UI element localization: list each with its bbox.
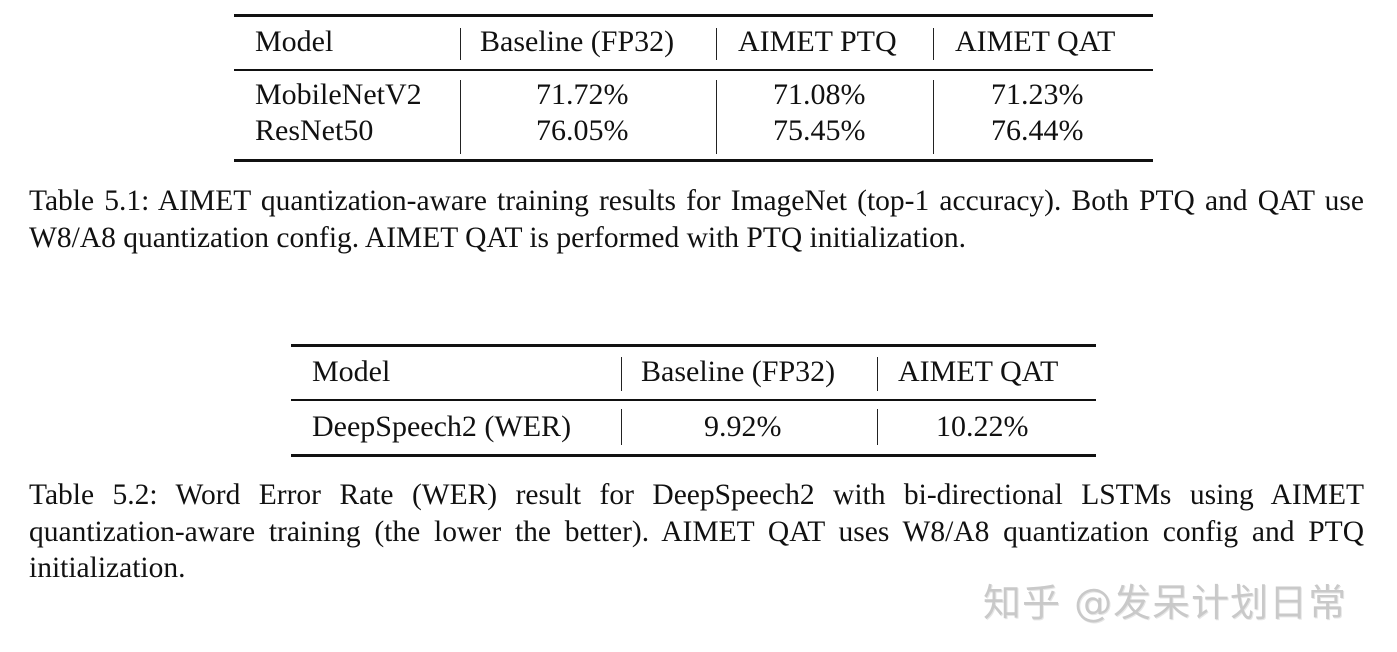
- column-header-qat: AIMET QAT: [955, 25, 1116, 58]
- table-cell-ptq: 75.45%: [773, 114, 866, 147]
- table-imagenet-qat: Model Baseline (FP32) AIMET PTQ AIMET QA…: [234, 14, 1153, 162]
- table-cell-qat: 71.23%: [991, 78, 1084, 111]
- table-row-model: ResNet50: [255, 114, 374, 147]
- table-deepspeech-wer: Model Baseline (FP32) AIMET QAT DeepSpee…: [291, 344, 1096, 457]
- column-header-baseline: Baseline (FP32): [480, 25, 675, 58]
- table-caption-5-2: Table 5.2: Word Error Rate (WER) result …: [29, 479, 1364, 584]
- bottom-rule: [291, 454, 1096, 457]
- column-header-model: Model: [312, 355, 391, 388]
- column-header-model: Model: [255, 25, 334, 58]
- table-cell-baseline: 71.72%: [536, 78, 629, 111]
- header-rule: [234, 69, 1153, 71]
- watermark: 知乎 @发呆计划日常: [983, 581, 1348, 625]
- column-separator: [877, 357, 878, 391]
- table-row-model: MobileNetV2: [255, 78, 422, 111]
- bottom-rule: [234, 159, 1153, 162]
- column-separator: [877, 409, 878, 445]
- column-separator: [621, 409, 622, 445]
- column-header-qat: AIMET QAT: [898, 355, 1059, 388]
- column-separator: [933, 28, 934, 60]
- top-rule: [291, 344, 1096, 347]
- table-cell-qat: 76.44%: [991, 114, 1084, 147]
- column-separator: [460, 80, 461, 154]
- column-separator: [933, 80, 934, 154]
- table-cell-baseline: 9.92%: [704, 410, 782, 443]
- column-separator: [716, 28, 717, 60]
- table-row-model: DeepSpeech2 (WER): [312, 410, 572, 443]
- table-caption-5-1: Table 5.1: AIMET quantization-aware trai…: [29, 185, 1364, 254]
- header-rule: [291, 399, 1096, 401]
- table-cell-ptq: 71.08%: [773, 78, 866, 111]
- column-separator: [460, 28, 461, 60]
- column-header-ptq: AIMET PTQ: [738, 25, 897, 58]
- top-rule: [234, 14, 1153, 17]
- column-header-baseline: Baseline (FP32): [641, 355, 836, 388]
- column-separator: [621, 357, 622, 391]
- table-cell-baseline: 76.05%: [536, 114, 629, 147]
- table-cell-qat: 10.22%: [936, 410, 1029, 443]
- column-separator: [716, 80, 717, 154]
